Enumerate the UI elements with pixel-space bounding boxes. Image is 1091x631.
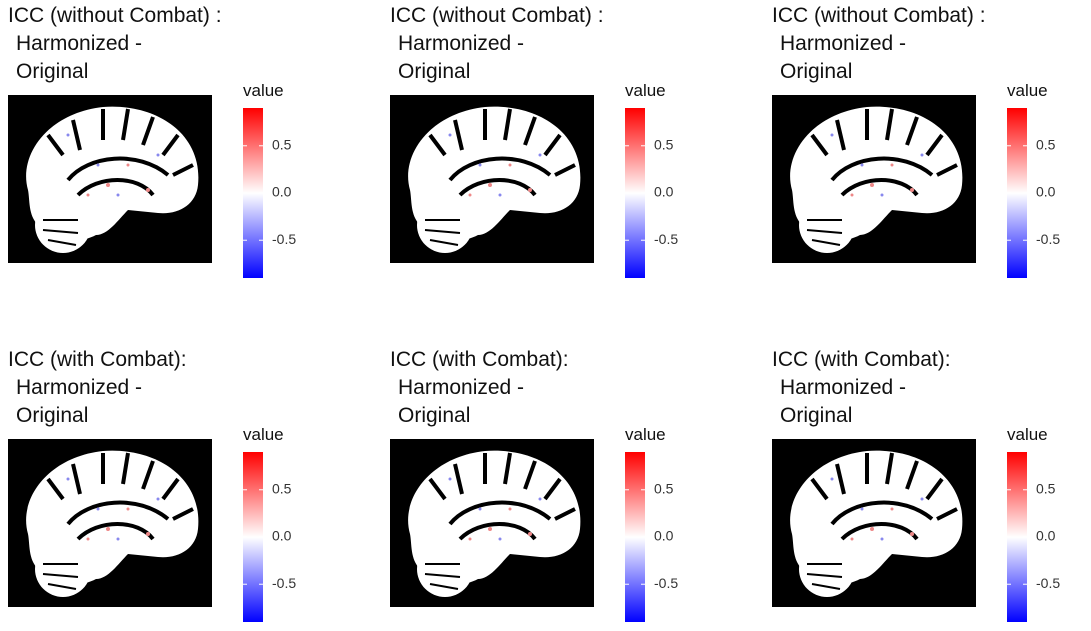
colorbar (1007, 452, 1027, 622)
panel-title: ICC (with Combat): (8, 348, 187, 371)
panel-title: Harmonized - (16, 376, 142, 399)
colorbar-tick-label: 0.0 (654, 528, 674, 544)
colorbar (243, 452, 263, 622)
panel-title: ICC (with Combat): (390, 348, 569, 371)
colorbar-tick-label: 0.5 (1036, 480, 1056, 496)
panel-title: Original (16, 60, 88, 83)
colorbar-tick-label: 0.5 (272, 480, 292, 496)
panel-title: Harmonized - (780, 32, 906, 55)
panel-title: Harmonized - (16, 32, 142, 55)
panel: ICC (with Combat): Harmonized - Original va… (772, 348, 1060, 622)
colorbar (243, 108, 263, 278)
legend-title: value (1007, 81, 1048, 100)
brain-image (390, 439, 594, 607)
legend-title: value (625, 425, 666, 444)
panel-title: Original (16, 404, 88, 427)
colorbar-tick-label: 0.5 (272, 136, 292, 152)
colorbar-tick-label: 0.5 (654, 480, 674, 496)
colorbar (625, 108, 645, 278)
colorbar-tick-label: -0.5 (654, 575, 678, 591)
colorbar-tick-label: -0.5 (1036, 231, 1060, 247)
legend-title: value (625, 81, 666, 100)
colorbar-tick-label: -0.5 (654, 231, 678, 247)
panel: ICC (without Combat) : Harmonized - Origin… (8, 4, 296, 278)
brain-image (390, 95, 594, 263)
panel-title: Harmonized - (398, 376, 524, 399)
colorbar (625, 452, 645, 622)
panel-title: Original (398, 60, 470, 83)
colorbar-tick-label: 0.0 (654, 184, 674, 200)
legend-title: value (243, 81, 284, 100)
panel-title: Original (398, 404, 470, 427)
colorbar-tick-label: 0.5 (654, 136, 674, 152)
brain-image (8, 439, 212, 607)
panel-title: ICC (without Combat) : (390, 4, 604, 27)
brain-image (8, 95, 212, 263)
colorbar-tick-label: 0.5 (1036, 136, 1056, 152)
panel-title: ICC (with Combat): (772, 348, 951, 371)
colorbar-tick-label: 0.0 (1036, 528, 1056, 544)
panel: ICC (without Combat) : Harmonized - Origin… (390, 4, 678, 278)
legend-title: value (1007, 425, 1048, 444)
colorbar-tick-label: -0.5 (272, 575, 296, 591)
brain-image (772, 439, 976, 607)
panel-title: Original (780, 404, 852, 427)
panel-title: Harmonized - (780, 376, 906, 399)
panel: ICC (with Combat): Harmonized - Original va… (8, 348, 296, 622)
colorbar-tick-label: -0.5 (1036, 575, 1060, 591)
panel-title: ICC (without Combat) : (8, 4, 222, 27)
panel-title: ICC (without Combat) : (772, 4, 986, 27)
panel: ICC (with Combat): Harmonized - Original va… (390, 348, 678, 622)
colorbar-tick-label: 0.0 (1036, 184, 1056, 200)
colorbar (1007, 108, 1027, 278)
panel-title: Original (780, 60, 852, 83)
legend-title: value (243, 425, 284, 444)
brain-image (772, 95, 976, 263)
colorbar-tick-label: -0.5 (272, 231, 296, 247)
panel: ICC (without Combat) : Harmonized - Origin… (772, 4, 1060, 278)
colorbar-tick-label: 0.0 (272, 528, 292, 544)
panel-title: Harmonized - (398, 32, 524, 55)
colorbar-tick-label: 0.0 (272, 184, 292, 200)
